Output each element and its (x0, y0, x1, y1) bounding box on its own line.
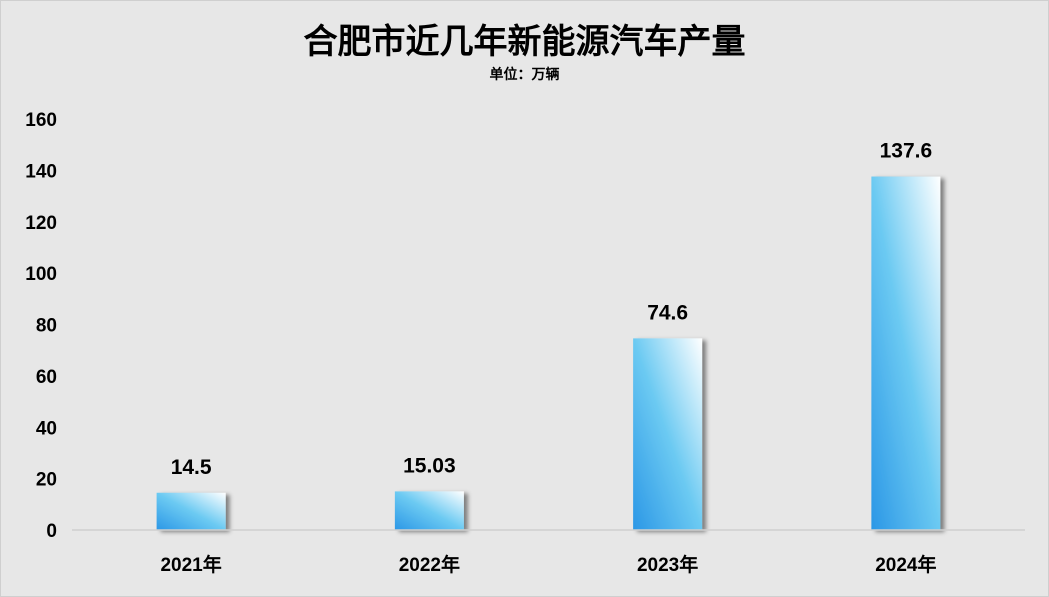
y-tick-label: 40 (36, 418, 57, 439)
y-tick-label: 100 (25, 264, 57, 285)
data-label: 14.5 (171, 456, 212, 479)
chart-subtitle: 单位：万辆 (489, 67, 560, 83)
y-tick-label: 60 (36, 367, 57, 388)
y-tick-label: 20 (36, 470, 57, 491)
bar-2024年 (871, 176, 941, 531)
y-tick-label: 160 (25, 110, 57, 131)
x-tick-label: 2021年 (160, 553, 221, 576)
y-tick-label: 140 (25, 161, 57, 182)
bar-2022年 (394, 491, 464, 530)
y-tick-label: 120 (25, 213, 57, 234)
y-tick-label: 80 (36, 316, 57, 337)
data-label: 15.03 (403, 454, 456, 477)
y-axis: 0 20 40 60 80 100 120 140 160 (25, 110, 57, 542)
data-label: 137.6 (880, 140, 933, 163)
y-tick-label: 0 (46, 521, 57, 542)
data-label: 74.6 (647, 301, 688, 324)
x-tick-label: 2022年 (399, 553, 460, 576)
bar-2023年 (633, 338, 703, 530)
x-axis: 2021年 2022年 2023年 2024年 (160, 553, 936, 576)
x-tick-label: 2024年 (875, 553, 936, 576)
chart-title: 合肥市近几年新能源汽车产量 (303, 22, 746, 62)
bars: 14.5 15.03 74.6 137.6 (156, 140, 941, 531)
bar-2021年 (156, 492, 226, 530)
x-tick-label: 2023年 (637, 553, 698, 576)
